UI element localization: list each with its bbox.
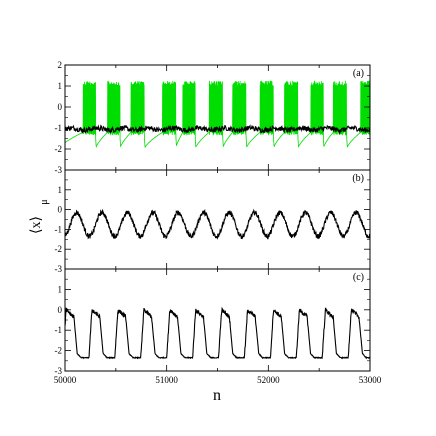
y-tick-label: -1 bbox=[55, 325, 63, 335]
panel-frame-b bbox=[64, 169, 371, 270]
panel-a: -3 -2 -1 0 1 2 (a) bbox=[55, 60, 371, 175]
y-tick-label: -1 bbox=[55, 123, 63, 133]
y-tick-label: 0 bbox=[58, 102, 63, 112]
x-tick-label: 53000 bbox=[359, 375, 382, 385]
y-tick-label: -3 bbox=[55, 264, 63, 274]
panel-c: -3 -2 -1 0 1 (c) bbox=[55, 268, 371, 376]
y-tick-label: 1 bbox=[58, 81, 63, 91]
y-tick-label: -2 bbox=[55, 346, 63, 356]
y-tick-label: -3 bbox=[55, 165, 63, 175]
panel-label-c: (c) bbox=[353, 272, 364, 283]
y-tick-label: -2 bbox=[55, 244, 63, 254]
x-axis-label: n bbox=[213, 387, 221, 404]
y-axis-label: ⟨x⟩ bbox=[29, 216, 44, 234]
series-line-b-1 bbox=[64, 208, 371, 240]
panel-label-b: (b) bbox=[352, 173, 364, 184]
y-tick-label: 1 bbox=[58, 284, 63, 294]
y-tick-label: 0 bbox=[58, 205, 63, 215]
series-line-a-1 bbox=[64, 80, 371, 149]
panel-b: -3 -2 -1 0 1 (b) bbox=[55, 169, 371, 274]
y-tick-label: -1 bbox=[55, 224, 63, 234]
series-line-c-1 bbox=[64, 306, 371, 360]
series-line-a-2 bbox=[64, 124, 371, 135]
x-tick-label: 51000 bbox=[155, 375, 178, 385]
x-tick-label: 50000 bbox=[54, 375, 77, 385]
x-tick-label: 52000 bbox=[257, 375, 280, 385]
y-tick-label: -2 bbox=[55, 144, 63, 154]
y-tick-label: -3 bbox=[55, 366, 63, 376]
panels: -3 -2 -1 0 1 2 (a) -3 -2 -1 0 1 (b) -3 -2 -1 0 1 (c) 50000 5… bbox=[54, 60, 382, 385]
y-tick-label: 0 bbox=[58, 305, 63, 315]
y-tick-label: 2 bbox=[58, 60, 63, 70]
panel-label-a: (a) bbox=[353, 68, 364, 79]
y-tick-label: 1 bbox=[58, 185, 63, 195]
y-axis-label-subscript: μ bbox=[39, 199, 50, 204]
panel-frame-c bbox=[64, 268, 371, 372]
